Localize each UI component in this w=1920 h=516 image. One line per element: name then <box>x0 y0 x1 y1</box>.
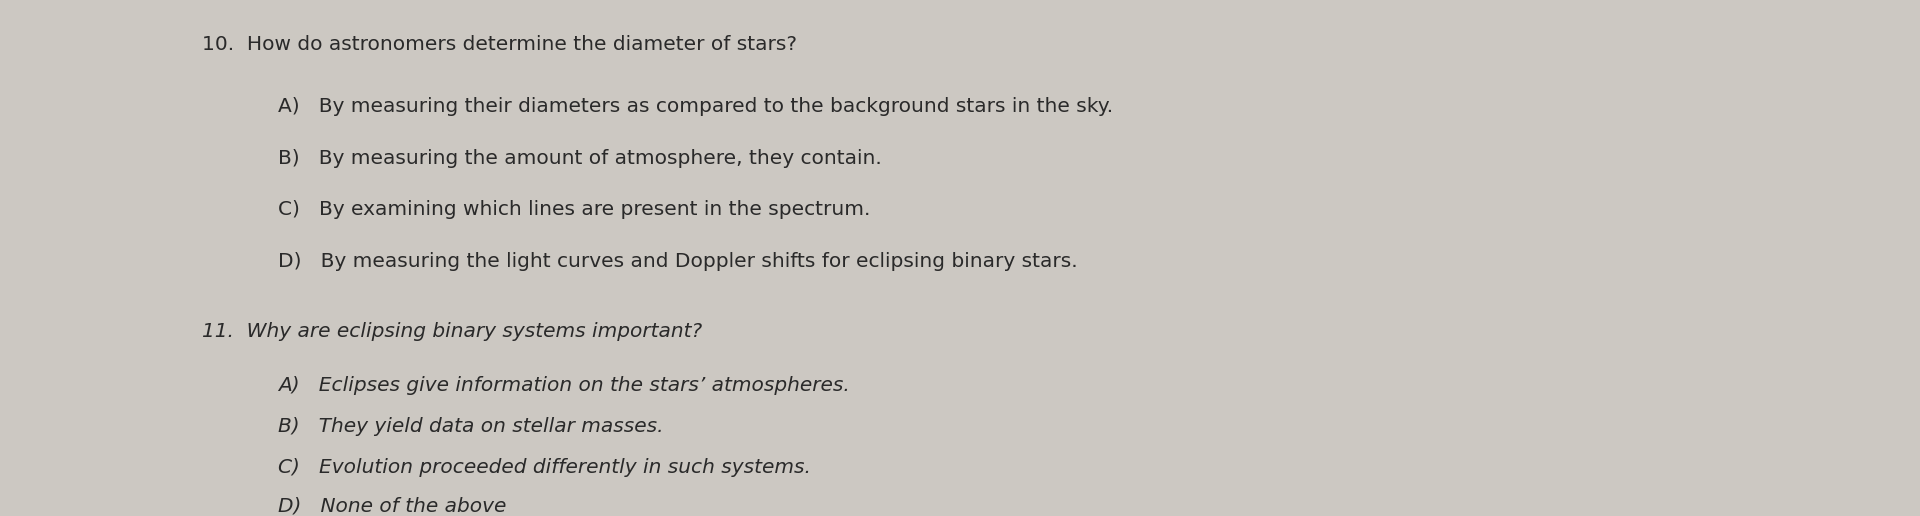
Text: C)   By examining which lines are present in the spectrum.: C) By examining which lines are present … <box>278 200 872 219</box>
Text: 11.  Why are eclipsing binary systems important?: 11. Why are eclipsing binary systems imp… <box>202 321 701 341</box>
Text: A)   By measuring their diameters as compared to the background stars in the sky: A) By measuring their diameters as compa… <box>278 97 1114 116</box>
Text: B)   By measuring the amount of atmosphere, they contain.: B) By measuring the amount of atmosphere… <box>278 149 881 168</box>
Text: A)   Eclipses give information on the stars’ atmospheres.: A) Eclipses give information on the star… <box>278 376 851 395</box>
Text: B)   They yield data on stellar masses.: B) They yield data on stellar masses. <box>278 417 664 436</box>
Text: C)   Evolution proceeded differently in such systems.: C) Evolution proceeded differently in su… <box>278 458 812 477</box>
Text: D)   By measuring the light curves and Doppler shifts for eclipsing binary stars: D) By measuring the light curves and Dop… <box>278 252 1077 271</box>
Text: 10.  How do astronomers determine the diameter of stars?: 10. How do astronomers determine the dia… <box>202 35 797 54</box>
Text: D)   None of the above: D) None of the above <box>278 497 507 516</box>
